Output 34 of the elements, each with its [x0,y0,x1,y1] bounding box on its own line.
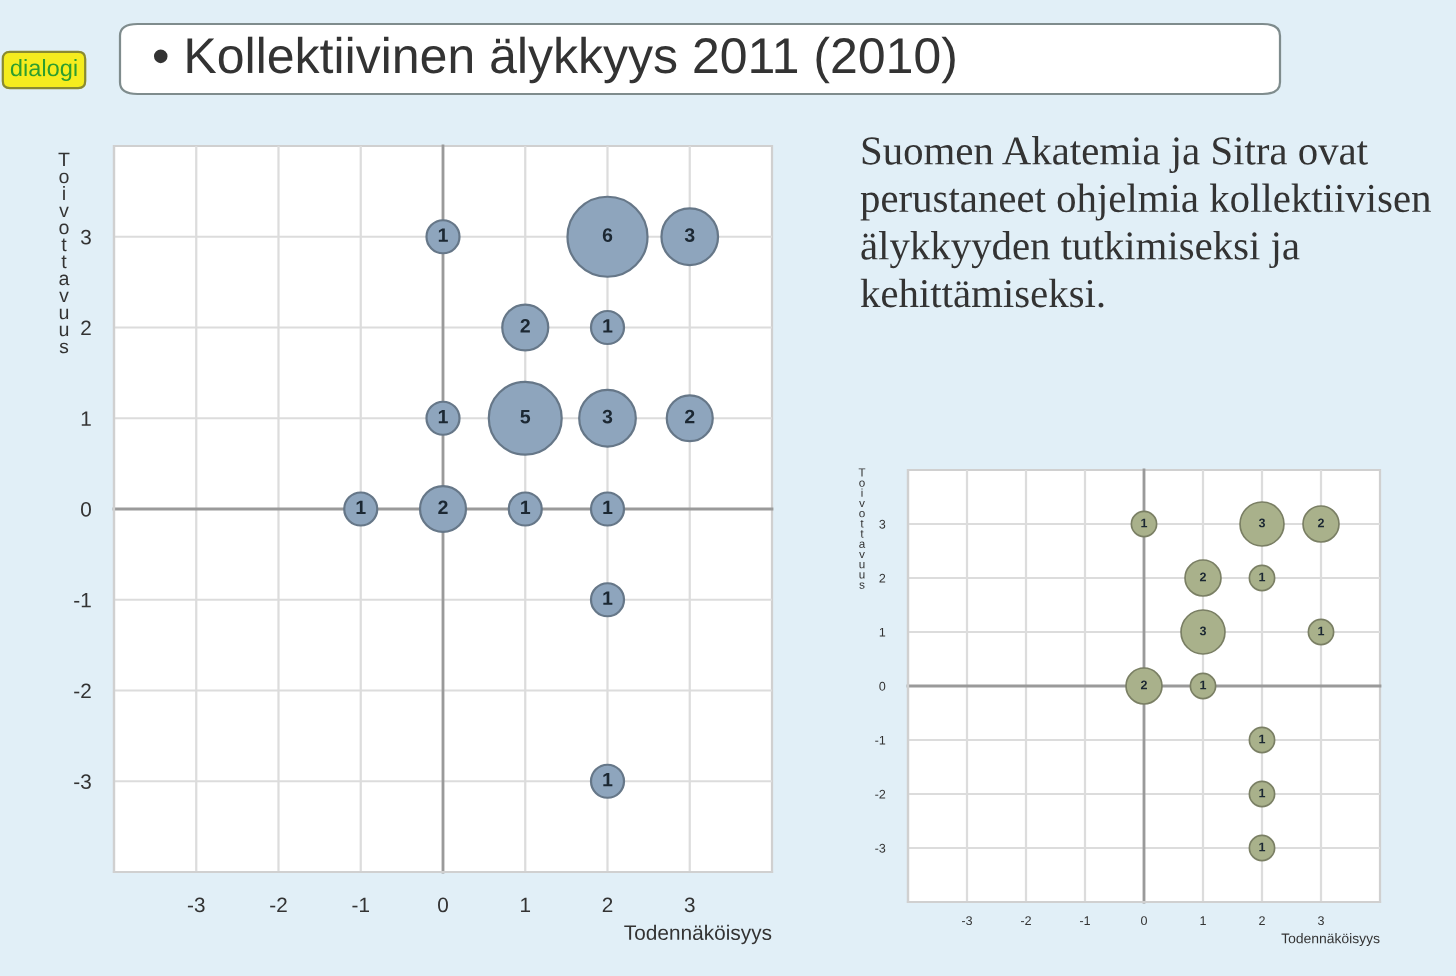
annotation: 5 [520,409,531,424]
text: Toivottavuus [58,152,70,354]
y-tick-label: 0 [81,502,91,517]
x-tick-label: 3 [684,897,695,913]
chart-title: • Kollektiivinen älykkyys 2011 (2010) [153,36,955,84]
x-tick-label: 2 [602,897,613,913]
y-tick-label: -3 [74,774,91,789]
annotation: 2 [685,409,695,424]
x-tick-label: -2 [270,897,287,913]
annotation: 2 [520,318,530,333]
y-tick-label: -2 [74,683,91,699]
y-tick-label: 1 [81,411,91,426]
text: dialogi [10,59,77,81]
annotation: 2 [438,500,448,515]
x-axis-title: Todennäköisyys [624,924,772,945]
text: Suomen Akatemia ja Sitra ovat perustaneet ohjelmia kollektiivisen älykkyyden tutkimiseksi ja kehittämiseksi. [860,136,1431,308]
annotation: 1 [356,500,366,515]
annotation: 1 [521,500,531,515]
annotation: 1 [438,228,448,242]
annotation: 1 [603,772,613,787]
annotation: 1 [438,409,448,424]
x-tick-label: 0 [438,897,448,913]
annotation: 6 [602,228,613,242]
y-tick-label: -1 [74,592,91,608]
annotation: 3 [684,228,695,242]
y-tick-label: 2 [81,320,91,336]
annotation: 3 [602,409,613,424]
x-tick-label: 1 [521,897,531,913]
annotation: 1 [603,319,613,333]
annotation: 1 [603,591,613,605]
y-tick-label: 3 [80,229,91,245]
x-tick-label: -3 [187,897,205,913]
annotation: 1 [603,500,613,515]
x-tick-label: -1 [352,897,369,913]
